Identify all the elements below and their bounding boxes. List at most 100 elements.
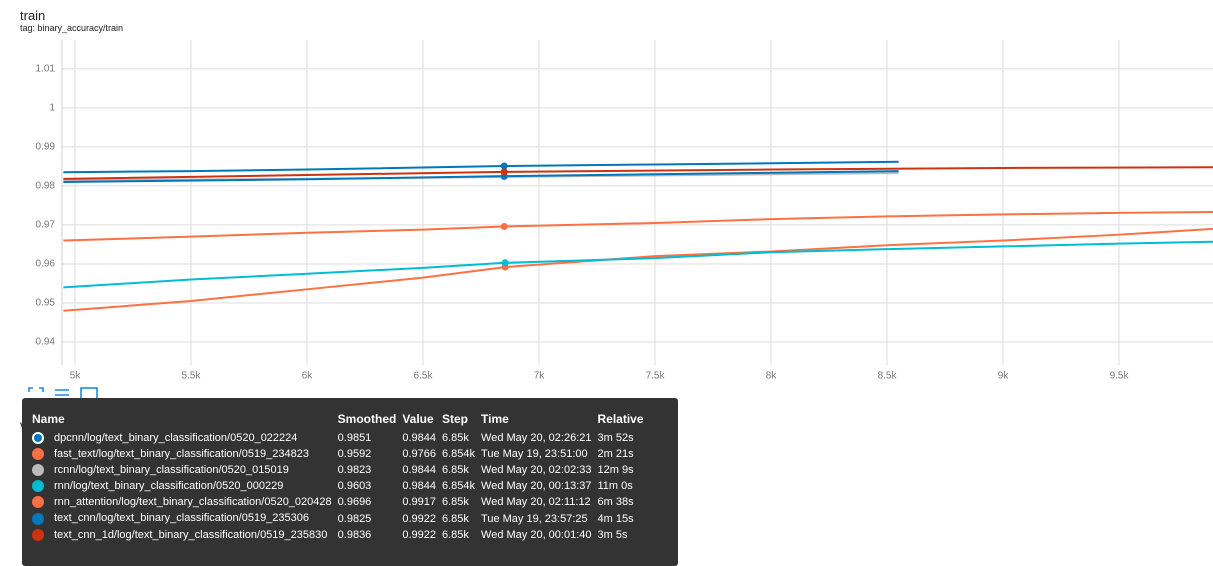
legend-name: dpcnn/log/text_binary_classification/052… — [54, 432, 298, 444]
cell-step: 6.85k — [441, 528, 469, 541]
legend-name: rnn_attention/log/text_binary_classifica… — [54, 496, 332, 509]
x-tick-label: 5k — [70, 371, 82, 382]
cell-time: Wed May 20, 02:26:21 — [481, 432, 592, 445]
x-tick-label: 7k — [534, 371, 546, 382]
tooltip-row: dpcnn/log/text_binary_classification/052… — [32, 431, 650, 447]
tooltip-row: text_cnn_1d/log/text_binary_classificati… — [32, 528, 650, 544]
hover-dot — [500, 222, 508, 230]
cell-time: Wed May 20, 00:13:37 — [481, 480, 592, 493]
y-tick-label: 0.99 — [36, 142, 56, 153]
hover-dot — [500, 168, 508, 176]
legend-name: text_cnn_1d/log/text_binary_classificati… — [54, 528, 328, 541]
toolbar[interactable] — [28, 387, 98, 400]
cell-relative: 4m 15s — [597, 512, 634, 525]
cell-value: 0.9844 — [402, 432, 436, 445]
cell-relative: 12m 9s — [597, 464, 634, 477]
y-tick-label: 1.01 — [36, 64, 56, 75]
y-tick-label: 0.98 — [36, 181, 56, 192]
cell-time: Wed May 20, 02:11:12 — [481, 496, 591, 509]
series-line — [63, 227, 1213, 312]
legend-dot — [32, 528, 44, 541]
cell-smoothed: 0.9696 — [337, 496, 372, 509]
column-header: Step — [441, 412, 468, 426]
cell-relative: 6m 38s — [597, 496, 634, 509]
legend-name: rnn/log/text_binary_classification/0520_… — [54, 480, 284, 493]
list-icon[interactable] — [55, 389, 69, 400]
tooltip-table: Name Smoothed Value Step Time Relative dpcnn/l… — [32, 412, 650, 544]
tooltip-row: rnn/log/text_binary_classification/0520_… — [32, 479, 650, 495]
cell-value: 0.9844 — [402, 480, 436, 493]
cell-relative: 3m 52s — [597, 432, 634, 445]
cell-smoothed: 0.9823 — [337, 464, 372, 477]
cell-relative: 3m 5s — [597, 528, 628, 541]
y-tick-label: 0.94 — [36, 337, 56, 348]
tooltip-row: rnn_attention/log/text_binary_classifica… — [32, 495, 650, 511]
subtitle: tag: binary_accuracy/train — [20, 23, 124, 33]
legend-dot — [32, 496, 44, 509]
column-header: Time — [481, 412, 509, 426]
series-line — [63, 240, 1213, 289]
y-tick-label: 0.96 — [36, 259, 56, 270]
cell-step: 6.854k — [441, 480, 476, 493]
column-header: Name — [32, 412, 65, 426]
tooltip: Name Smoothed Value Step Time Relative dpcnn/l… — [22, 398, 678, 566]
legend-dot — [32, 448, 44, 461]
cell-time: Tue May 19, 23:51:00 — [481, 448, 588, 461]
cell-smoothed: 0.9851 — [337, 432, 372, 445]
tooltip-row: text_cnn/log/text_binary_classification/… — [32, 511, 650, 527]
fullscreen-icon[interactable] — [28, 387, 44, 400]
hover-dot — [500, 162, 508, 170]
x-tick-label: 5.5k — [182, 371, 202, 382]
x-tick-label: 6k — [302, 371, 314, 382]
cell-value: 0.9922 — [402, 528, 436, 541]
cell-value: 0.9766 — [402, 448, 436, 461]
name-cell: text_cnn_1d/log/text_binary_classificati… — [32, 528, 338, 544]
column-header: Smoothed — [337, 412, 397, 426]
cell-smoothed: 0.9592 — [337, 448, 372, 461]
y-tick-label: 0.95 — [36, 298, 56, 309]
cell-value: 0.9917 — [402, 496, 436, 509]
series-line — [63, 211, 1213, 242]
fit-icon[interactable] — [80, 387, 98, 400]
cell-step: 6.85k — [441, 512, 469, 525]
tooltip-row: rcnn/log/text_binary_classification/0520… — [32, 463, 650, 479]
cell-time: Wed May 20, 00:01:40 — [481, 528, 592, 541]
chart: 0.94 0.95 0.96 0.97 0.98 0.99 1 1.01 5k 5.5k 6k 6.5… — [28, 40, 1213, 400]
x-tick-label: 7.5k — [646, 371, 666, 382]
hover-dot — [501, 259, 509, 267]
series-line — [63, 160, 899, 174]
x-tick-label: 9.5k — [1110, 371, 1130, 382]
cell-time: Wed May 20, 02:02:33 — [481, 464, 592, 477]
y-tick-label: 0.97 — [36, 220, 56, 231]
cell-relative: 2m 21s — [597, 448, 634, 461]
cell-step: 6.854k — [441, 448, 476, 461]
name-cell: rnn_attention/log/text_binary_classifica… — [32, 495, 338, 511]
cell-value: 0.9844 — [402, 464, 436, 477]
column-header: Relative — [597, 412, 644, 426]
x-tick-label: 8.5k — [878, 371, 898, 382]
legend-name: fast_text/log/text_binary_classification… — [54, 448, 310, 461]
name-cell: rnn/log/text_binary_classification/0520_… — [32, 479, 338, 495]
cell-step: 6.85k — [441, 464, 469, 477]
legend-dot — [32, 512, 44, 525]
name-cell: rcnn/log/text_binary_classification/0520… — [32, 463, 338, 479]
column-header: Value — [402, 412, 434, 426]
legend-name: rcnn/log/text_binary_classification/0520… — [54, 464, 289, 477]
x-tick-label: 9k — [998, 371, 1010, 382]
legend-name: text_cnn/log/text_binary_classification/… — [54, 512, 310, 525]
cell-smoothed: 0.9603 — [337, 480, 372, 493]
legend-dot — [32, 432, 44, 445]
cell-step: 6.85k — [441, 432, 469, 445]
cell-smoothed: 0.9836 — [337, 528, 372, 541]
legend-dot — [32, 480, 44, 493]
x-tick-label: 8k — [766, 371, 778, 382]
cell-smoothed: 0.9825 — [337, 512, 372, 525]
series-line — [63, 170, 899, 184]
name-cell: fast_text/log/text_binary_classification… — [32, 447, 338, 463]
cell-value: 0.9922 — [402, 512, 436, 525]
legend-dot — [32, 464, 44, 477]
x-tick-label: 6.5k — [414, 371, 434, 382]
name-cell: dpcnn/log/text_binary_classification/052… — [32, 431, 338, 447]
series-line — [63, 166, 1213, 180]
